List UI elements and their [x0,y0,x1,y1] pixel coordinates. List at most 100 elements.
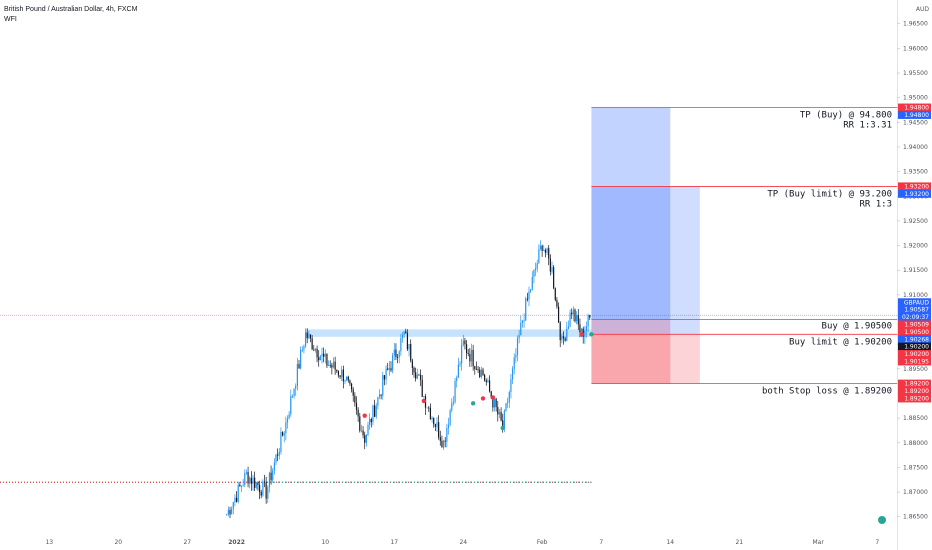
x-tick-label: 7 [599,539,603,546]
candle-body [557,306,560,323]
candle-body [470,349,473,362]
candle-body [516,338,519,355]
price-tag [898,327,931,336]
tp-buy-rr-label: RR 1:3.31 [843,121,892,131]
tp-limit-label: TP (Buy limit) @ 93.200 [767,189,892,199]
candle-body [475,368,478,370]
candle-body [587,315,589,327]
status-dot-icon[interactable] [878,516,886,524]
support-zone[interactable] [305,329,592,337]
candle-body [265,482,267,499]
y-tick-label: 1.93500 [903,169,928,176]
candle-body [339,375,341,378]
candle-body [419,374,422,380]
stop-loss-label: both Stop loss @ 1.89200 [762,387,892,397]
buy-signal-dot [589,332,594,337]
x-tick-label: Mar [812,539,824,546]
candle-body [275,454,277,463]
candle-body [465,344,468,354]
candle-body [278,451,280,456]
candle-body [331,365,333,368]
candle-body [367,424,369,435]
candle-body [454,380,456,402]
candle-body [539,245,542,250]
profit-zone[interactable] [591,186,700,335]
candle-body [354,395,356,403]
candle-body [423,396,425,397]
price-tag [898,305,931,314]
y-tick-label: 1.94500 [903,119,928,126]
candle-body [520,322,522,336]
candle-body [314,348,317,351]
y-tick-label: 1.87000 [903,489,928,496]
candle-body [255,482,257,488]
candle-body [342,369,344,382]
price-axis[interactable]: 1.96500 1.96000 1.95500 1.95000 1.94500 1.940… [897,21,928,521]
candle-body [493,398,496,408]
price-tag [898,357,931,366]
candle-body [272,470,274,481]
candle-body [439,437,441,441]
candle-body [434,424,436,427]
buy-limit-label: Buy limit @ 1.90200 [789,337,892,347]
candle-body [370,418,372,423]
support-zone-layer [305,329,592,337]
candle-body [582,328,584,337]
candle-body [428,407,430,409]
candle-body [357,409,359,417]
profit-zone[interactable] [591,107,671,320]
y-tick-label: 1.96500 [903,21,928,28]
position-tools[interactable] [591,107,897,385]
candle-body [321,353,323,357]
candle-body [449,410,451,425]
candle-body [444,440,446,442]
x-tick-label: 21 [735,539,743,546]
price-tag-label: 1.93200 [904,191,929,198]
candle-body [426,407,428,409]
loss-zone[interactable] [591,334,700,384]
price-tag [898,342,931,351]
candle-body [329,364,331,366]
candle-body [254,477,256,488]
candle-body [306,332,308,339]
candle-body [380,394,382,396]
candle-body [546,248,548,253]
candle-body [231,508,233,515]
time-axis[interactable]: 13 20 27 2022 10 17 24 Feb 7 14 21 Mar 7 [45,539,879,546]
candle-body [227,509,229,515]
candle-body [392,355,394,371]
candle-body [577,314,579,325]
candle-body [405,331,407,334]
price-tag-label: 1.93200 [904,183,929,190]
symbol-title[interactable]: British Pound / Australian Dollar, 4h, F… [4,6,138,13]
candle-body [579,324,581,333]
y-tick-label: 1.96000 [903,45,928,52]
candle-body [544,249,547,253]
candle-body [267,487,269,499]
candle-body [347,376,349,381]
candle-body [304,332,307,347]
candle-body [492,397,494,408]
price-tag [898,350,931,359]
candle-body [572,309,574,315]
candle-body [239,484,241,487]
candle-body [456,377,458,381]
y-tick-label: 1.95000 [903,95,928,102]
candle-body [413,367,415,373]
loss-zone[interactable] [591,319,671,384]
candle-body [410,344,412,361]
candle-body [526,298,528,300]
x-tick-label: 17 [390,539,398,546]
candle-body [589,315,591,318]
indicator-label[interactable]: WFI [4,16,17,23]
candle-body [263,481,266,483]
price-tag-label: 1.90200 [904,351,929,358]
price-tag [898,182,931,191]
price-tag-label: GBPAUD [904,299,929,306]
candle-body [318,357,320,361]
candle-body [283,433,285,436]
candle-body [528,291,530,300]
price-axis-background[interactable] [898,0,932,550]
